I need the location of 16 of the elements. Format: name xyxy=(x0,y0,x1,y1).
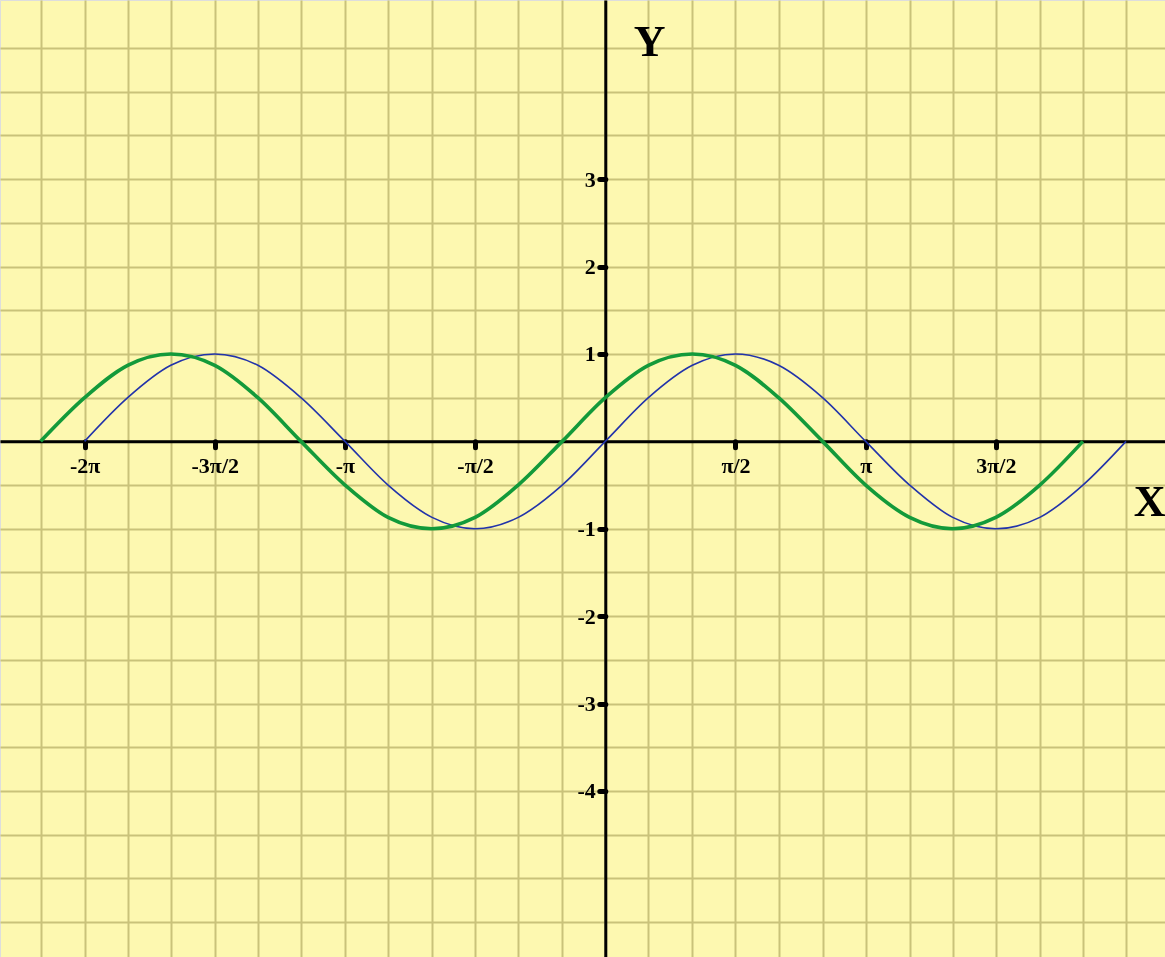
y-tick-label: 2 xyxy=(584,254,596,280)
y-axis-title: Y xyxy=(633,16,666,66)
x-tick-label: -π/2 xyxy=(457,452,494,478)
x-tick-label: -2π xyxy=(69,452,101,478)
y-tick-label: 3 xyxy=(584,166,596,192)
x-tick-label: π xyxy=(860,452,873,478)
y-tick-label: -3 xyxy=(577,691,596,717)
y-tick-label: -1 xyxy=(577,516,596,542)
y-tick-label: 1 xyxy=(584,341,596,367)
x-tick-label: -3π/2 xyxy=(191,452,240,478)
x-tick-label: 3π/2 xyxy=(976,452,1017,478)
x-axis-title: X xyxy=(1133,476,1165,526)
x-tick-label: π/2 xyxy=(721,452,751,478)
y-tick-label: -4 xyxy=(577,778,596,804)
y-tick-label: -2 xyxy=(577,603,596,629)
x-tick-label: -π xyxy=(335,452,356,478)
